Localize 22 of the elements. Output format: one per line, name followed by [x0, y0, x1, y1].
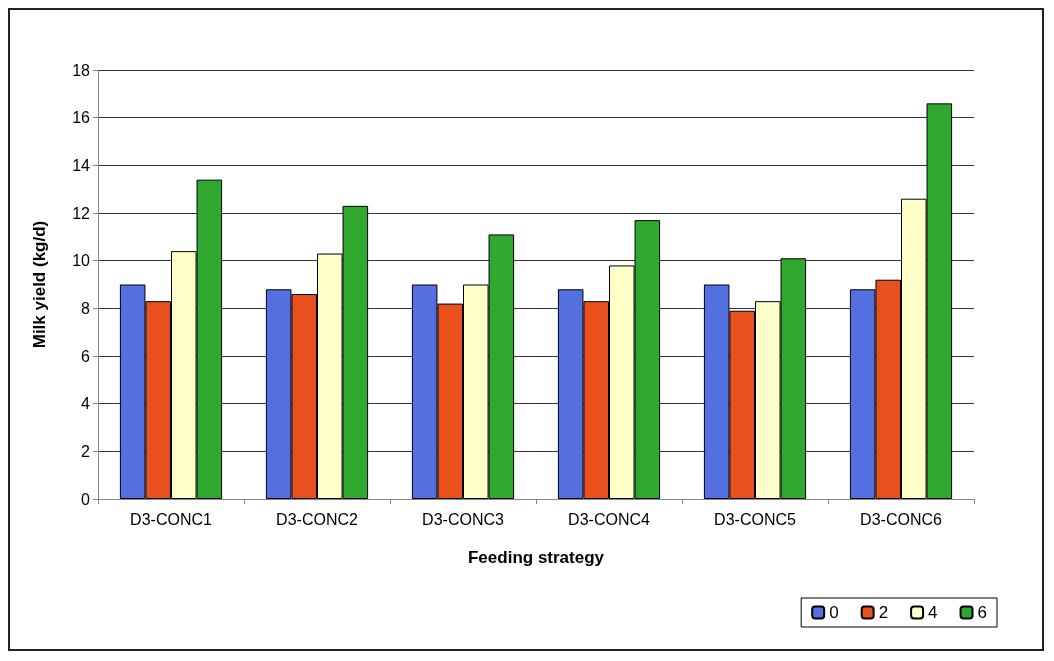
y-tick-label: 18: [72, 61, 91, 79]
y-tick-label: 14: [72, 156, 91, 174]
x-axis-title: Feeding strategy: [467, 548, 605, 567]
y-tick-label: 0: [81, 490, 91, 508]
y-tick-label: 8: [81, 299, 91, 317]
x-tick-label: D3-CONC6: [860, 510, 942, 528]
x-tick-label: D3-CONC4: [568, 510, 650, 528]
legend-label: 4: [928, 603, 938, 622]
legend-label: 6: [977, 603, 988, 622]
y-axis-title: Milk yield (kg/d): [30, 220, 49, 349]
y-tick-label: 10: [72, 252, 91, 270]
legend-label: 0: [829, 603, 839, 622]
x-tick-label: D3-CONC1: [130, 510, 212, 528]
y-tick-label: 4: [81, 395, 91, 413]
x-tick-label: D3-CONC2: [276, 510, 358, 528]
x-tick-label: D3-CONC3: [422, 510, 504, 528]
y-tick-label: 12: [72, 204, 91, 222]
y-tick-label: 16: [72, 109, 91, 127]
y-tick-label: 6: [81, 347, 91, 365]
x-tick-label: D3-CONC5: [714, 510, 796, 528]
y-tick-label: 2: [81, 442, 91, 460]
legend-label: 2: [878, 603, 889, 622]
